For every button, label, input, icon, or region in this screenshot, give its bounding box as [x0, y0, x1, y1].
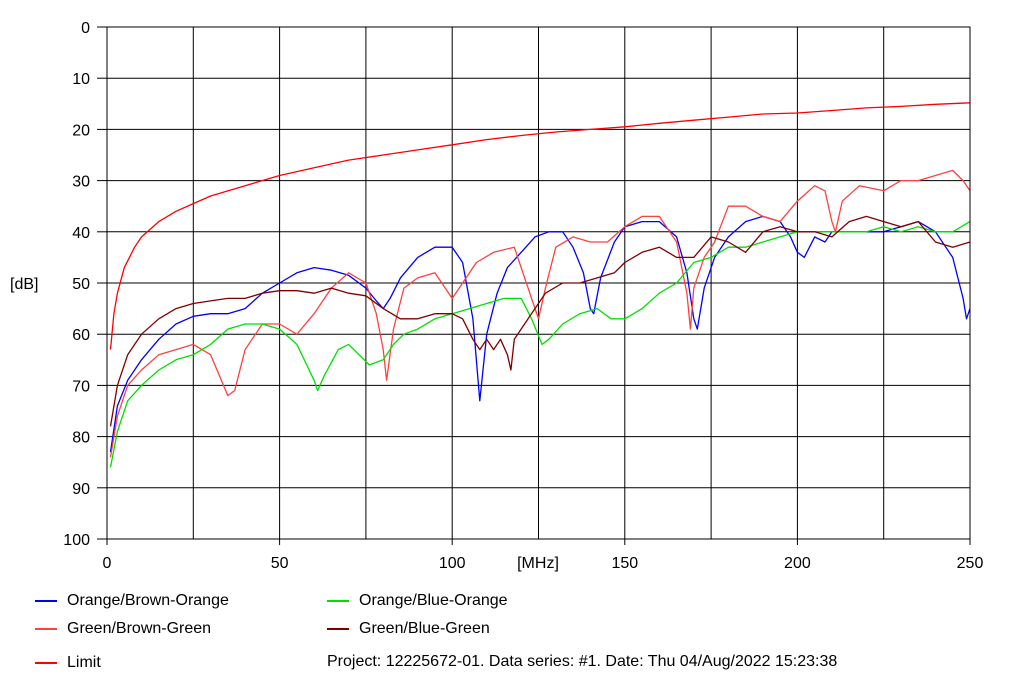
legend-swatch — [35, 628, 57, 630]
y-tick-label: 100 — [63, 532, 90, 549]
series-line-orange-brown-orange — [109, 215, 971, 453]
legend-item-green-blue-green: Green/Blue-Green — [327, 618, 490, 640]
legend-label: Limit — [67, 654, 101, 671]
legend-swatch — [35, 600, 57, 602]
y-tick-label: 0 — [81, 20, 90, 37]
series-group — [109, 102, 971, 468]
legend-label: Green/Blue-Green — [359, 620, 490, 637]
legend-swatch — [327, 628, 349, 630]
x-tick-label: 50 — [271, 555, 289, 572]
y-tick-label: 90 — [72, 481, 90, 498]
y-tick-label: 70 — [72, 378, 90, 395]
y-tick-label: 20 — [72, 122, 90, 139]
series-line-limit — [109, 102, 971, 350]
series-line-green-brown-green — [109, 169, 971, 458]
y-tick-label: 30 — [72, 174, 90, 191]
y-tick-label: 50 — [72, 276, 90, 293]
legend-item-limit: Limit — [35, 652, 101, 674]
y-tick-label: 60 — [72, 327, 90, 344]
x-axis-label: [MHz] — [517, 555, 559, 572]
x-tick-label: 200 — [784, 555, 811, 572]
legend-item-orange-brown-orange: Orange/Brown-Orange — [35, 590, 229, 612]
legend-label: Green/Brown-Green — [67, 620, 212, 637]
x-tick-label: 250 — [957, 555, 984, 572]
x-axis: 0 50 100 150 200 250 — [103, 539, 984, 572]
grid — [106, 26, 971, 540]
legend-swatch — [327, 600, 349, 602]
legend-swatch — [35, 662, 57, 664]
x-tick-label: 0 — [103, 555, 112, 572]
y-axis-label: [dB] — [10, 276, 38, 293]
legend-item-green-brown-green: Green/Brown-Green — [35, 618, 211, 640]
y-axis: 0 10 20 30 40 50 60 70 80 90 100 — [63, 20, 107, 549]
project-info: Project: 12225672-01. Data series: #1. D… — [327, 653, 838, 670]
legend-item-orange-blue-orange: Orange/Blue-Orange — [327, 590, 508, 612]
legend-label: Orange/Brown-Orange — [67, 592, 229, 609]
x-tick-label: 100 — [439, 555, 466, 572]
x-tick-label: 150 — [611, 555, 638, 572]
series-line-green-blue-green — [109, 215, 971, 427]
y-tick-label: 40 — [72, 225, 90, 242]
legend-label: Orange/Blue-Orange — [359, 592, 508, 609]
y-tick-label: 10 — [72, 71, 90, 88]
series-line-orange-blue-orange — [109, 221, 971, 468]
y-tick-label: 80 — [72, 430, 90, 447]
